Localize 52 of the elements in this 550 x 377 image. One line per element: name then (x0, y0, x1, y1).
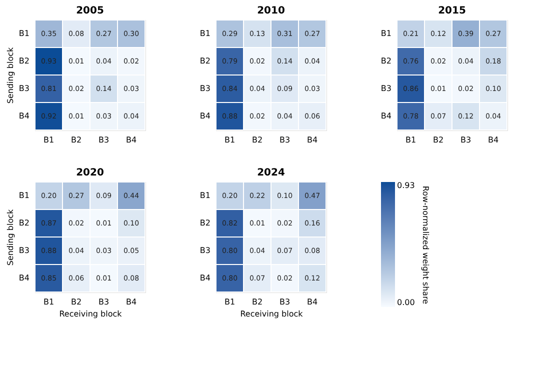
x-tick-label: B3 (279, 298, 290, 306)
y-tick-label: B2 (200, 56, 210, 66)
chart-title: 2020 (76, 168, 104, 178)
x-tick-label: B4 (306, 136, 318, 144)
y-tick-label: B1 (200, 28, 210, 38)
x-tick-label: B2 (70, 136, 82, 144)
y-tick-label: B1 (18, 28, 30, 38)
x-tick-label: B1 (224, 136, 236, 144)
y-tick-label: B4 (380, 111, 392, 120)
x-tick-label: B1 (405, 136, 416, 144)
y-tick-label: B4 (18, 273, 30, 282)
x-tick-label: B2 (252, 298, 263, 306)
y-tick-label: B2 (200, 218, 210, 228)
x-tick-label: B3 (98, 298, 110, 306)
x-tick-label: B1 (224, 298, 236, 306)
y-tick-label: B1 (380, 28, 392, 38)
x-tick-label: B3 (460, 136, 472, 144)
y-tick-label: B2 (380, 56, 392, 66)
y-tick-label: B3 (380, 84, 392, 93)
chart-title: 2010 (257, 6, 285, 16)
chart-title: 2015 (438, 6, 466, 16)
x-axis-title: Receiving block (59, 310, 122, 318)
x-tick-label: B2 (432, 136, 444, 144)
x-tick-label: B4 (126, 298, 137, 306)
x-axis-title: Receiving block (240, 310, 304, 318)
y-tick-label: B3 (200, 84, 210, 93)
x-tick-label: B4 (488, 136, 499, 144)
x-tick-label: B2 (252, 136, 263, 144)
color-bar-label: 0.00 (397, 298, 415, 307)
y-axis-title: Sending block (6, 208, 15, 266)
y-axis-title: Sending block (6, 46, 15, 104)
x-tick-label: B1 (43, 136, 54, 144)
x-tick-label: B3 (279, 136, 290, 144)
color-bar-label: 0.93 (397, 181, 415, 190)
chart-title: 2024 (257, 168, 285, 178)
y-tick-label: B2 (18, 218, 30, 228)
x-tick-label: B1 (43, 298, 54, 306)
y-tick-label: B2 (18, 56, 30, 66)
y-tick-label: B1 (200, 190, 210, 200)
y-tick-label: B4 (200, 273, 210, 282)
y-tick-label: B3 (200, 246, 210, 255)
x-tick-label: B3 (98, 136, 110, 144)
color-bar-title: Row-normalized weight share (421, 186, 430, 304)
x-tick-label: B4 (126, 136, 137, 144)
y-tick-label: B4 (200, 111, 210, 120)
y-tick-label: B1 (18, 190, 30, 200)
y-tick-label: B4 (18, 111, 30, 120)
y-tick-label: B3 (18, 84, 30, 93)
x-tick-label: B4 (306, 298, 318, 306)
y-tick-label: B3 (18, 246, 30, 255)
chart-title: 2005 (76, 6, 104, 16)
x-tick-label: B2 (70, 298, 82, 306)
